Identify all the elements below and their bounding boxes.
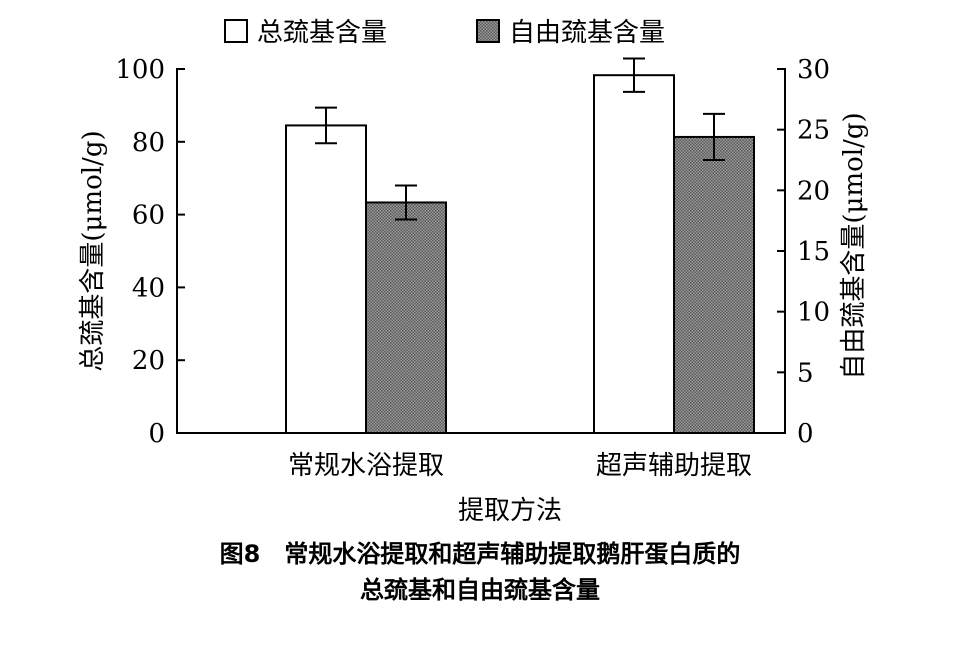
error-bar	[703, 112, 725, 161]
right-tick-label: 25	[797, 116, 830, 146]
right-tick-label: 10	[797, 298, 830, 328]
left-tick-label: 80	[132, 128, 165, 158]
category-labels: 常规水浴提取 超声辅助提取	[288, 451, 752, 481]
bar-total-thiol	[593, 74, 675, 435]
legend-swatch-free	[476, 19, 500, 43]
x-axis-title: 提取方法	[458, 496, 562, 526]
bar-free-thiol	[673, 135, 755, 435]
right-axis-ticks: 0 5 10 15 20 25 30	[777, 55, 830, 449]
figure-caption-line2: 总巯基和自由巯基含量	[360, 576, 600, 604]
right-tick-label: 0	[797, 419, 814, 449]
right-tick-label: 15	[797, 237, 830, 267]
error-bars	[315, 57, 725, 221]
bar-free-thiol	[365, 201, 447, 434]
figure-caption-line1: 图8 常规水浴提取和超声辅助提取鹅肝蛋白质的	[220, 540, 741, 568]
error-bar	[315, 106, 337, 145]
left-tick-label: 20	[132, 346, 165, 376]
error-bar	[623, 57, 645, 93]
legend-label-free: 自由巯基含量	[509, 18, 665, 48]
category-label: 常规水浴提取	[288, 451, 444, 481]
left-tick-label: 40	[132, 273, 165, 303]
left-axis-ticks: 0 20 40 60 80 100	[115, 55, 185, 449]
category-label: 超声辅助提取	[596, 451, 752, 481]
legend: 总巯基含量 自由巯基含量	[224, 18, 665, 48]
left-tick-label: 100	[115, 55, 165, 85]
right-tick-label: 30	[797, 55, 830, 85]
legend-swatch-total	[224, 19, 248, 43]
bar-total-thiol	[285, 124, 367, 434]
error-bar	[395, 184, 417, 221]
left-tick-label: 60	[132, 201, 165, 231]
legend-label-total: 总巯基含量	[257, 18, 387, 48]
right-axis-title: 自由巯基含量(μmol/g)	[839, 112, 869, 379]
right-tick-label: 5	[797, 358, 814, 388]
right-tick-label: 20	[797, 176, 830, 206]
left-tick-label: 0	[148, 419, 165, 449]
left-axis-title: 总巯基含量(μmol/g)	[78, 130, 108, 371]
bars	[285, 74, 755, 435]
